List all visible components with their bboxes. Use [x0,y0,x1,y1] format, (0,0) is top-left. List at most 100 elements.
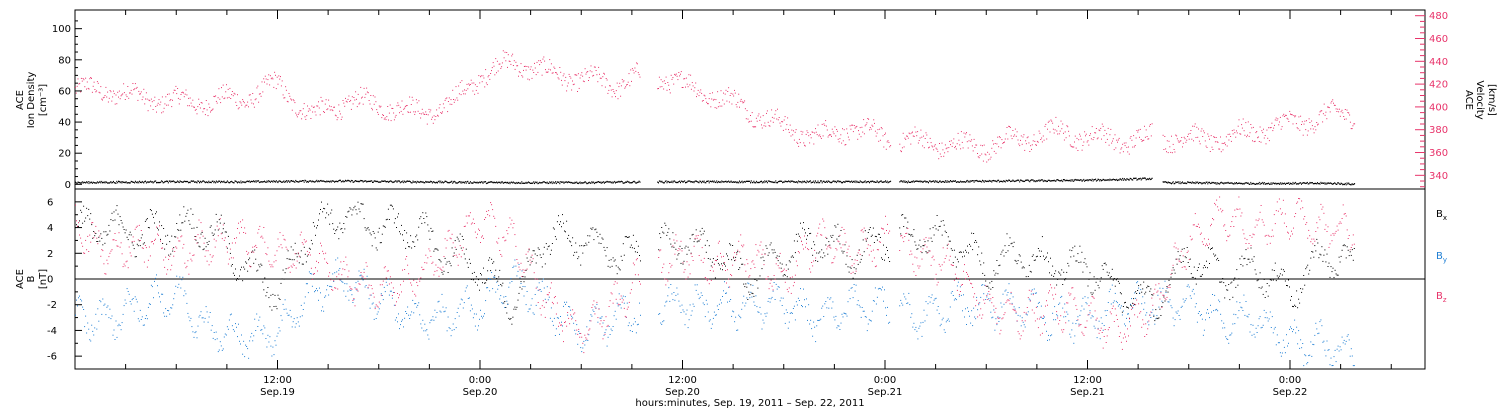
bx-point [720,268,721,270]
velocity-point [315,114,317,116]
density-point [180,181,182,183]
velocity-point [1114,134,1116,136]
bx-point [180,229,182,231]
density-point [996,181,998,183]
density-point [268,180,270,182]
density-point [1195,181,1197,183]
bx-point [485,282,487,284]
density-point [965,181,967,183]
by-point [320,292,321,294]
density-point [420,180,422,183]
velocity-point [143,88,145,90]
density-point [256,180,258,182]
density-point [197,180,199,182]
density-point [453,180,455,183]
velocity-point [561,79,562,81]
bx-point [977,254,979,256]
bx-point [1229,299,1231,301]
density-point [873,181,875,183]
by-point [526,291,528,292]
velocity-point [507,66,508,68]
velocity-point [464,93,466,95]
density-point [521,181,523,183]
density-point [479,181,481,183]
velocity-point [718,102,720,104]
bx-point [428,230,430,232]
density-point [1224,182,1226,184]
velocity-point [1177,140,1179,142]
velocity-point [444,99,446,101]
bx-point [1051,274,1053,276]
bx-point [439,259,441,261]
density-point [674,180,676,182]
bx-point [769,244,771,246]
density-point [388,181,390,183]
density-point [796,181,798,183]
bx-point [400,233,401,235]
bx-point [492,262,494,264]
bx-point [1022,266,1024,268]
velocity-point [834,126,836,128]
density-point [522,182,524,184]
density-point [1351,183,1353,185]
density-point [794,181,796,183]
by-point [550,307,552,309]
by-point [132,298,134,299]
by-point [104,303,106,305]
bx-point [153,216,154,218]
density-point [1087,180,1089,182]
velocity-point [248,106,249,108]
bx-point [181,222,183,224]
bx-point [1047,252,1048,254]
by-point [505,296,507,297]
bx-point [927,240,929,242]
by-point [330,285,332,287]
by-point [347,290,349,292]
density-point [722,181,724,183]
density-point [385,181,387,183]
bx-point [571,245,573,247]
bx-point [1008,245,1010,246]
density-point [1238,182,1240,184]
density-point [1070,179,1072,181]
density-point [464,182,465,184]
density-point [1061,179,1063,181]
bx-point [263,289,265,291]
velocity-point [401,100,403,102]
velocity-point [799,142,801,144]
density-point [172,180,173,183]
velocity-point [350,99,352,101]
velocity-point [1316,122,1318,123]
bx-point [129,231,131,233]
velocity-point [808,135,810,137]
density-point [447,181,449,184]
bx-point [1211,248,1212,249]
by-point [439,310,441,312]
bx-point [470,279,472,280]
density-point [293,181,295,183]
density-point [715,181,717,184]
density-point [610,182,612,184]
velocity-point [743,101,745,103]
density-point [468,182,470,184]
velocity-point [843,129,845,131]
velocity-point [139,93,141,95]
velocity-point [1328,106,1329,108]
density-point [748,180,750,182]
velocity-point [1095,132,1097,134]
density-point [362,181,364,183]
velocity-point [1149,125,1151,127]
velocity-point [1300,115,1302,117]
density-point [1327,182,1329,184]
velocity-point [78,83,80,85]
density-point [148,181,150,183]
bx-point [912,235,914,237]
velocity-point [259,93,261,95]
density-point [935,181,937,183]
density-point [387,180,389,183]
velocity-point [1139,136,1140,138]
density-point [218,180,220,182]
by-point [172,304,174,306]
velocity-point [122,93,124,95]
density-point [593,181,595,183]
